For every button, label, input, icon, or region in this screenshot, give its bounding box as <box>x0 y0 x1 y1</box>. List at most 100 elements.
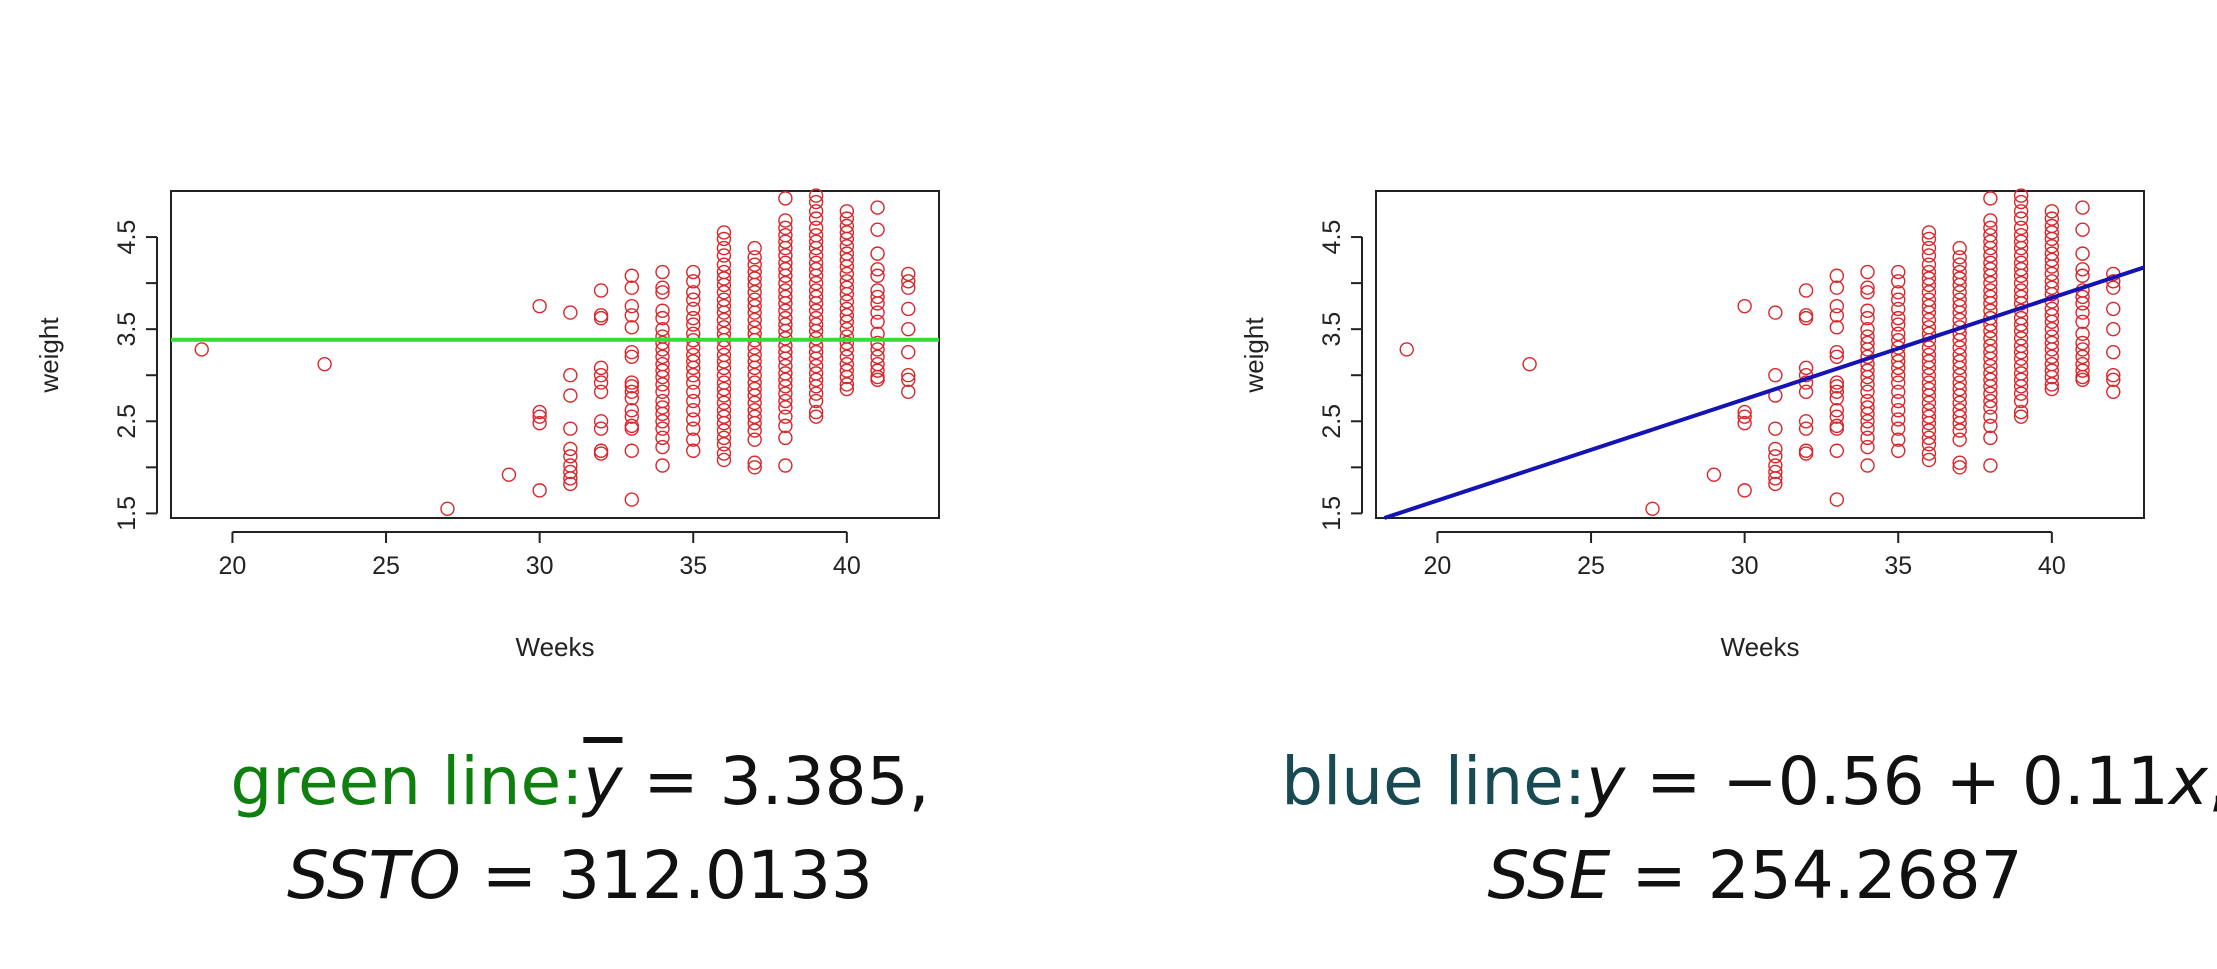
data-point <box>624 391 639 406</box>
data-point <box>1952 277 1967 293</box>
data-point <box>532 415 547 431</box>
data-point <box>778 418 793 434</box>
data-point <box>2044 314 2060 329</box>
data-point <box>747 271 762 286</box>
data-point <box>2013 323 2029 339</box>
data-point <box>1983 358 1998 374</box>
data-point <box>593 360 609 376</box>
data-point <box>655 406 670 422</box>
data-point <box>808 248 824 263</box>
x-tick-label: 40 <box>2038 552 2066 580</box>
y-axis-title: weight <box>1239 317 1269 394</box>
y-tick-label: 3.5 <box>1318 312 1346 347</box>
data-point <box>2075 326 2090 341</box>
data-point <box>1891 432 1906 447</box>
data-point <box>808 372 824 388</box>
data-point <box>1983 351 1998 366</box>
data-point <box>778 234 793 249</box>
data-point <box>2013 204 2029 219</box>
data-point <box>1921 446 1937 461</box>
data-point <box>716 340 732 355</box>
data-point <box>1952 312 1967 328</box>
data-point <box>2044 204 2060 219</box>
data-point <box>194 342 209 357</box>
data-point <box>1952 285 1967 300</box>
ssto-symbol: SSTO <box>287 837 461 914</box>
data-point <box>839 280 855 295</box>
data-point <box>2106 301 2121 317</box>
data-point <box>1798 414 1814 429</box>
data-point <box>716 305 732 320</box>
data-point <box>1798 360 1814 376</box>
plot-frame <box>1375 190 2145 519</box>
data-point <box>1829 344 1844 360</box>
y-tick-label: 1.5 <box>113 496 141 531</box>
data-point <box>839 286 855 302</box>
data-point <box>870 296 885 311</box>
regression-line <box>1383 265 2145 520</box>
data-point <box>1798 443 1814 458</box>
data-point <box>1860 303 1875 318</box>
data-point <box>1860 310 1875 326</box>
data-point <box>870 314 885 329</box>
data-point <box>2075 200 2090 215</box>
scatter-plot-mean: 1.5 2.5 3.5 4.5 20 25 30 35 40 Weeks weight <box>34 188 940 662</box>
data-point <box>901 274 916 289</box>
data-point <box>2075 296 2090 311</box>
data-point <box>808 379 824 394</box>
data-point <box>624 418 639 434</box>
data-point <box>1983 262 1998 277</box>
data-point <box>1921 312 1937 328</box>
data-point <box>655 377 670 392</box>
data-point <box>1829 391 1844 406</box>
equation-comma: , <box>2208 743 2217 820</box>
data-point <box>2044 349 2060 365</box>
data-point <box>747 340 762 355</box>
data-point <box>716 360 732 376</box>
data-point <box>1952 388 1967 403</box>
data-point <box>839 335 855 351</box>
data-point <box>747 368 762 383</box>
data-point <box>655 400 670 415</box>
data-point <box>716 312 732 328</box>
data-point <box>2075 335 2090 351</box>
data-point <box>593 375 609 390</box>
data-point <box>2106 344 2121 360</box>
data-point <box>716 437 732 452</box>
data-point <box>593 421 609 436</box>
data-point <box>1829 298 1844 314</box>
data-point <box>624 268 639 283</box>
green-line-label: green line: <box>230 743 584 820</box>
data-point <box>778 372 793 388</box>
data-point <box>870 262 885 277</box>
data-point <box>624 492 639 507</box>
data-point <box>1921 415 1937 431</box>
data-point <box>839 259 855 274</box>
sse-value: = 254.2687 <box>1610 837 2023 914</box>
data-point <box>1891 360 1906 376</box>
data-point <box>532 298 547 314</box>
data-point <box>2044 280 2060 295</box>
data-point <box>1798 283 1814 298</box>
x-axis-title: Weeks <box>1721 632 1800 662</box>
data-point <box>1860 400 1875 415</box>
data-point <box>2013 386 2029 401</box>
data-point <box>1860 458 1875 473</box>
data-point <box>839 377 855 392</box>
data-point <box>686 393 701 409</box>
data-point <box>747 298 762 314</box>
y-axis-title: weight <box>34 317 64 394</box>
data-point <box>1891 403 1906 418</box>
data-point <box>624 298 639 314</box>
data-point <box>808 344 824 360</box>
data-point <box>1983 268 1998 283</box>
data-point <box>686 443 701 458</box>
data-point <box>747 455 762 470</box>
x-tick-label: 35 <box>1884 552 1912 580</box>
data-point <box>1921 354 1937 369</box>
data-point <box>1829 492 1844 507</box>
data-point <box>563 476 578 492</box>
ybar-symbol: y <box>583 743 623 820</box>
data-point <box>593 443 609 458</box>
data-point <box>2013 194 2029 210</box>
